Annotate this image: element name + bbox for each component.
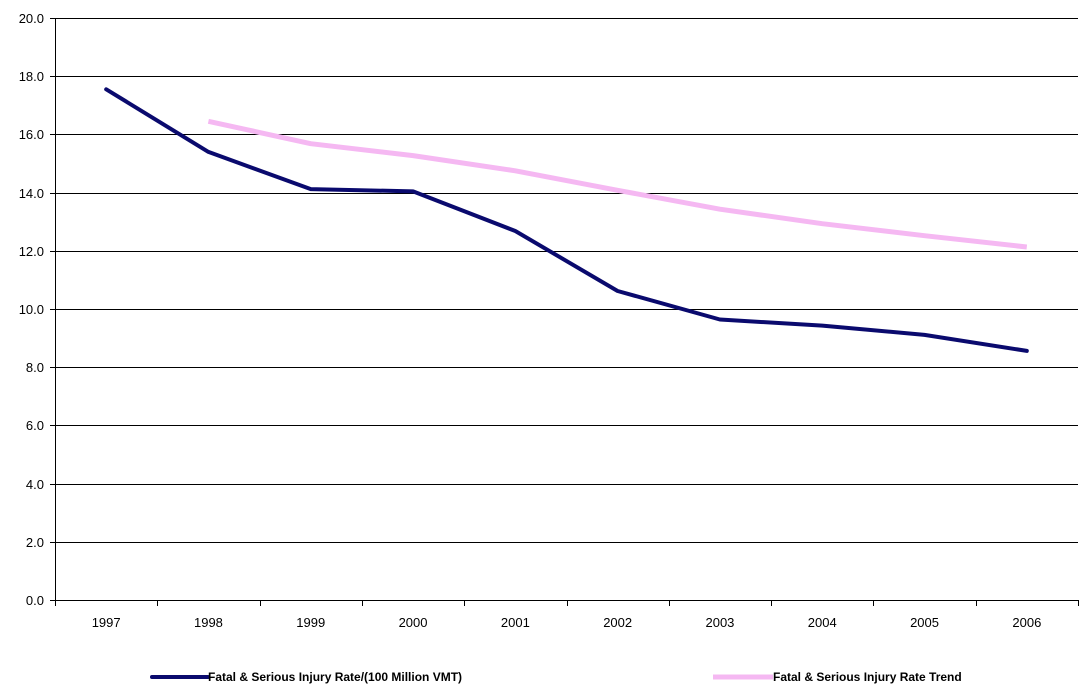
x-tick-label: 2006 <box>1012 615 1041 630</box>
y-tick-label: 6.0 <box>26 418 44 433</box>
x-tick-label: 2003 <box>705 615 734 630</box>
gridlines <box>55 18 1078 543</box>
x-tick-label: 2000 <box>399 615 428 630</box>
axes <box>55 18 1078 601</box>
series-line-trend <box>207 118 1028 250</box>
series-lines <box>104 87 1029 353</box>
x-tick-label: 1999 <box>296 615 325 630</box>
x-tick-label: 2001 <box>501 615 530 630</box>
legend: Fatal & Serious Injury Rate/(100 Million… <box>150 670 962 684</box>
y-tick-label: 2.0 <box>26 535 44 550</box>
x-tick-label: 2004 <box>808 615 837 630</box>
y-tick-label: 16.0 <box>19 127 44 142</box>
series-line-rate <box>104 87 1029 353</box>
x-tick-label: 2005 <box>910 615 939 630</box>
y-tick-label: 18.0 <box>19 69 44 84</box>
legend-label: Fatal & Serious Injury Rate Trend <box>773 670 962 684</box>
y-tick-label: 12.0 <box>19 244 44 259</box>
y-tick-label: 4.0 <box>26 477 44 492</box>
x-axis-ticks: 1997 1998 1999 2000 2001 2002 2003 2004 2005 2006 <box>55 600 1079 630</box>
y-tick-label: 0.0 <box>26 593 44 608</box>
x-tick-label: 1998 <box>194 615 223 630</box>
y-tick-label: 8.0 <box>26 360 44 375</box>
x-tick-label: 2002 <box>603 615 632 630</box>
y-tick-label: 14.0 <box>19 186 44 201</box>
y-axis-ticks: 0.0 2.0 4.0 6.0 8.0 10.0 12.0 14.0 16.0 18.0 20.0 <box>19 11 55 608</box>
y-tick-label: 10.0 <box>19 302 44 317</box>
y-tick-label: 20.0 <box>19 11 44 26</box>
x-tick-label: 1997 <box>92 615 121 630</box>
legend-label: Fatal & Serious Injury Rate/(100 Million… <box>208 670 462 684</box>
